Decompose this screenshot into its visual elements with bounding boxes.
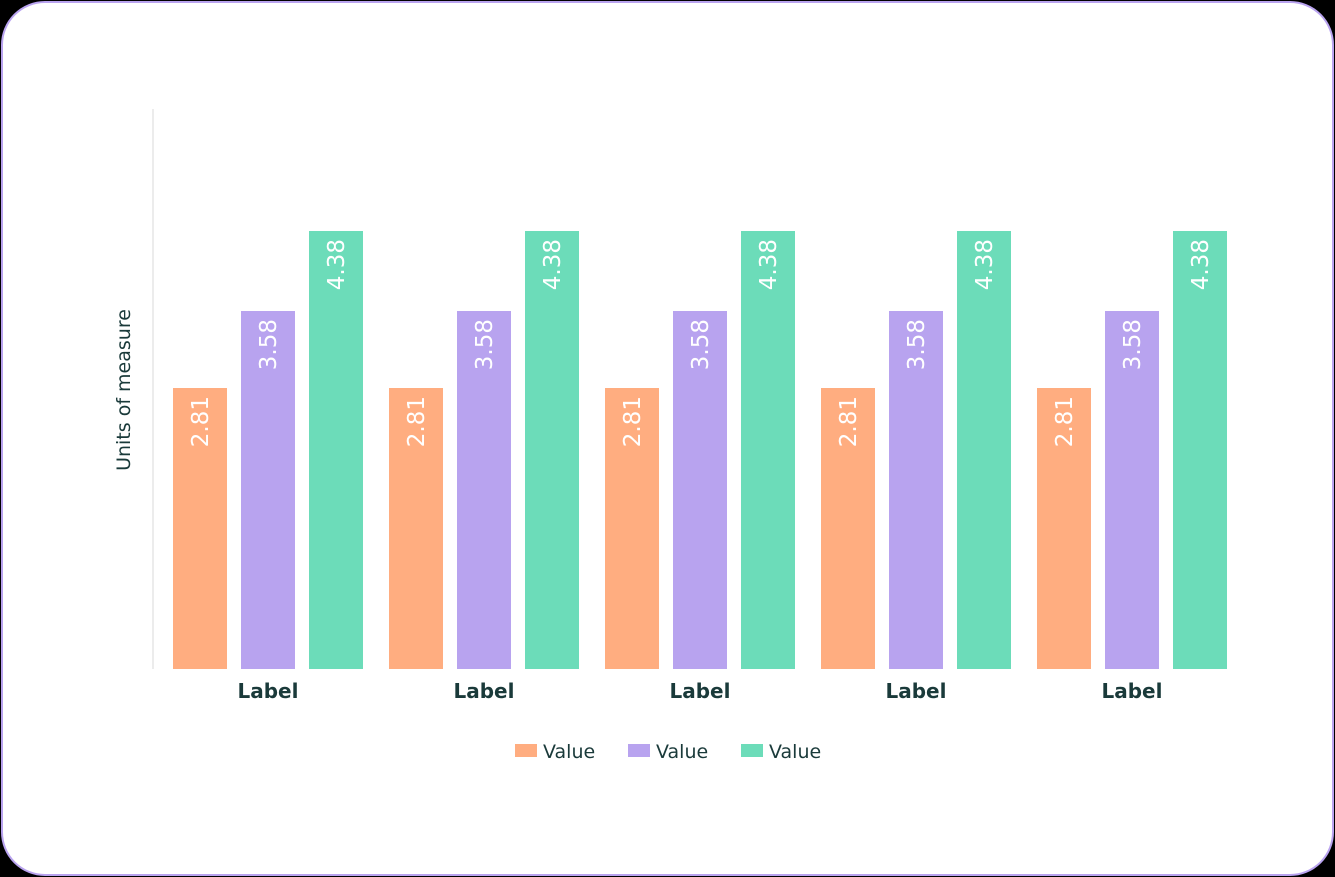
data-label: 4.38 bbox=[540, 239, 566, 290]
data-label: 4.38 bbox=[324, 239, 350, 290]
category-label: Label bbox=[1102, 679, 1163, 703]
category-label: Label bbox=[886, 679, 947, 703]
legend-swatch bbox=[515, 744, 537, 757]
bar bbox=[741, 231, 795, 669]
bar bbox=[173, 388, 227, 669]
bar bbox=[605, 388, 659, 669]
legend-label: Value bbox=[543, 741, 595, 763]
bar bbox=[1105, 311, 1159, 669]
bar bbox=[889, 311, 943, 669]
bar bbox=[1037, 388, 1091, 669]
data-label: 4.38 bbox=[756, 239, 782, 290]
bar bbox=[821, 388, 875, 669]
data-label: 4.38 bbox=[1188, 239, 1214, 290]
category-label: Label bbox=[670, 679, 731, 703]
data-label: 3.58 bbox=[904, 319, 930, 370]
bar bbox=[309, 231, 363, 669]
data-label: 3.58 bbox=[688, 319, 714, 370]
data-label: 3.58 bbox=[1120, 319, 1146, 370]
legend-swatch bbox=[741, 744, 763, 757]
legend-label: Value bbox=[656, 741, 708, 763]
legend: Value Value Value bbox=[515, 741, 821, 763]
legend-label: Value bbox=[769, 741, 821, 763]
bars-group: 2.81 3.58 4.38 2.81 3.58 4.38 2.81 3.58 4.38 2.81… bbox=[173, 231, 1227, 669]
bar bbox=[241, 311, 295, 669]
data-label: 2.81 bbox=[836, 396, 862, 447]
data-label: 2.81 bbox=[620, 396, 646, 447]
data-label: 2.81 bbox=[1052, 396, 1078, 447]
bar bbox=[957, 231, 1011, 669]
bar bbox=[525, 231, 579, 669]
bar bbox=[389, 388, 443, 669]
category-labels: Label Label Label Label Label bbox=[238, 679, 1163, 703]
bar bbox=[673, 311, 727, 669]
legend-swatch bbox=[628, 744, 650, 757]
data-label: 3.58 bbox=[256, 319, 282, 370]
bar bbox=[1173, 231, 1227, 669]
data-label: 3.58 bbox=[472, 319, 498, 370]
y-axis-label: Units of measure bbox=[113, 309, 135, 471]
category-label: Label bbox=[238, 679, 299, 703]
data-label: 2.81 bbox=[188, 396, 214, 447]
data-label: 2.81 bbox=[404, 396, 430, 447]
data-label: 4.38 bbox=[972, 239, 998, 290]
bar bbox=[457, 311, 511, 669]
category-label: Label bbox=[454, 679, 515, 703]
bar-chart: Units of measure 2.81 3.58 4.38 2.81 3.58 4.3… bbox=[113, 109, 1227, 763]
